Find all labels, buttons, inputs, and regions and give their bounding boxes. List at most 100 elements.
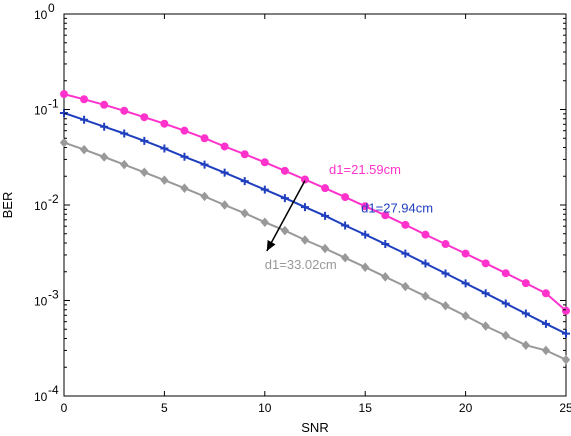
trend-arrow-shaft: [266, 180, 306, 252]
x-tick-label: 10: [258, 401, 272, 415]
x-tick-label: 5: [161, 401, 168, 415]
data-point: [120, 106, 129, 115]
data-point: [200, 160, 209, 169]
data-point: [280, 194, 289, 203]
series-1: [60, 90, 570, 315]
data-point: [60, 90, 68, 99]
data-point: [79, 144, 89, 155]
data-point: [120, 159, 129, 170]
data-point: [501, 330, 510, 341]
series-3: [59, 137, 571, 365]
data-point: [100, 100, 109, 109]
data-point: [260, 158, 269, 167]
curve-label: d1=27.94cm: [361, 201, 433, 216]
y-axis-label: BER: [0, 192, 15, 219]
data-point: [180, 183, 189, 193]
data-point: [59, 137, 69, 148]
data-point: [200, 191, 209, 202]
data-point: [361, 202, 370, 211]
data-point: [461, 279, 470, 288]
y-tick-label: 10 0: [34, 1, 55, 22]
y-tick-exponent: -2: [48, 192, 59, 206]
data-point: [381, 240, 390, 249]
data-point: [361, 262, 370, 272]
y-tick-label: 10 -1: [34, 97, 59, 118]
data-point: [521, 309, 530, 318]
data-point: [401, 220, 410, 229]
data-point: [160, 175, 169, 185]
data-point: [120, 129, 129, 138]
y-tick-base: 10: [34, 295, 48, 309]
series-2: [60, 108, 570, 338]
data-point: [160, 144, 169, 153]
data-point: [240, 177, 249, 186]
data-point: [280, 225, 290, 236]
data-point: [200, 134, 209, 143]
data-point: [220, 168, 229, 177]
data-point: [541, 345, 551, 356]
data-point: [562, 306, 570, 315]
y-tick-exponent: -3: [48, 288, 59, 302]
data-point: [321, 184, 330, 193]
data-point: [340, 253, 350, 263]
data-point: [501, 299, 510, 308]
data-point: [481, 321, 490, 331]
data-point: [220, 200, 229, 210]
data-point: [240, 208, 249, 218]
data-point: [421, 230, 430, 239]
data-point: [100, 122, 109, 131]
data-point: [140, 113, 149, 122]
data-point: [461, 249, 470, 258]
x-tick-label: 0: [61, 401, 68, 415]
data-point: [401, 281, 410, 292]
data-point: [341, 221, 350, 230]
y-tick-label: 10 -3: [34, 288, 59, 309]
data-point: [381, 211, 390, 220]
data-point: [381, 272, 390, 282]
data-point: [481, 259, 490, 268]
x-tick-label: 15: [359, 401, 373, 415]
data-point: [501, 269, 510, 278]
curve-label: d1=21.59cm: [329, 162, 401, 177]
data-point: [260, 217, 269, 227]
data-point: [260, 185, 269, 194]
plot-layer: [59, 13, 571, 397]
data-point: [99, 152, 109, 162]
y-tick-label: 10 -2: [34, 192, 59, 213]
data-point: [461, 311, 470, 321]
data-point: [361, 230, 370, 239]
data-point: [562, 329, 570, 338]
data-point: [341, 193, 350, 202]
data-point: [140, 167, 149, 178]
data-point: [220, 142, 229, 151]
data-point: [80, 115, 89, 124]
y-tick-exponent: 0: [48, 1, 55, 15]
x-tick-label: 25: [559, 401, 571, 415]
data-point: [541, 289, 550, 298]
series-line: [63, 141, 567, 361]
data-point: [140, 136, 149, 145]
data-point: [481, 289, 490, 298]
x-axis-label: SNR: [301, 420, 328, 435]
y-tick-base: 10: [34, 390, 48, 404]
data-point: [300, 235, 310, 245]
data-point: [240, 150, 249, 159]
data-point: [421, 291, 430, 301]
annotations-layer: d1=21.59cm d1=27.94cm d1=33.02cm: [265, 162, 433, 272]
y-tick-base: 10: [34, 199, 48, 213]
data-point: [541, 319, 550, 328]
data-point: [280, 166, 289, 175]
data-point: [180, 152, 189, 161]
data-point: [421, 259, 430, 268]
data-point: [521, 340, 531, 351]
data-point: [321, 211, 330, 220]
data-point: [80, 95, 89, 104]
curve-label: d1=33.02cm: [265, 257, 337, 272]
data-point: [60, 108, 68, 117]
series-line: [63, 112, 567, 335]
y-tick-base: 10: [34, 104, 48, 118]
data-point: [521, 279, 530, 288]
data-point: [441, 269, 450, 278]
